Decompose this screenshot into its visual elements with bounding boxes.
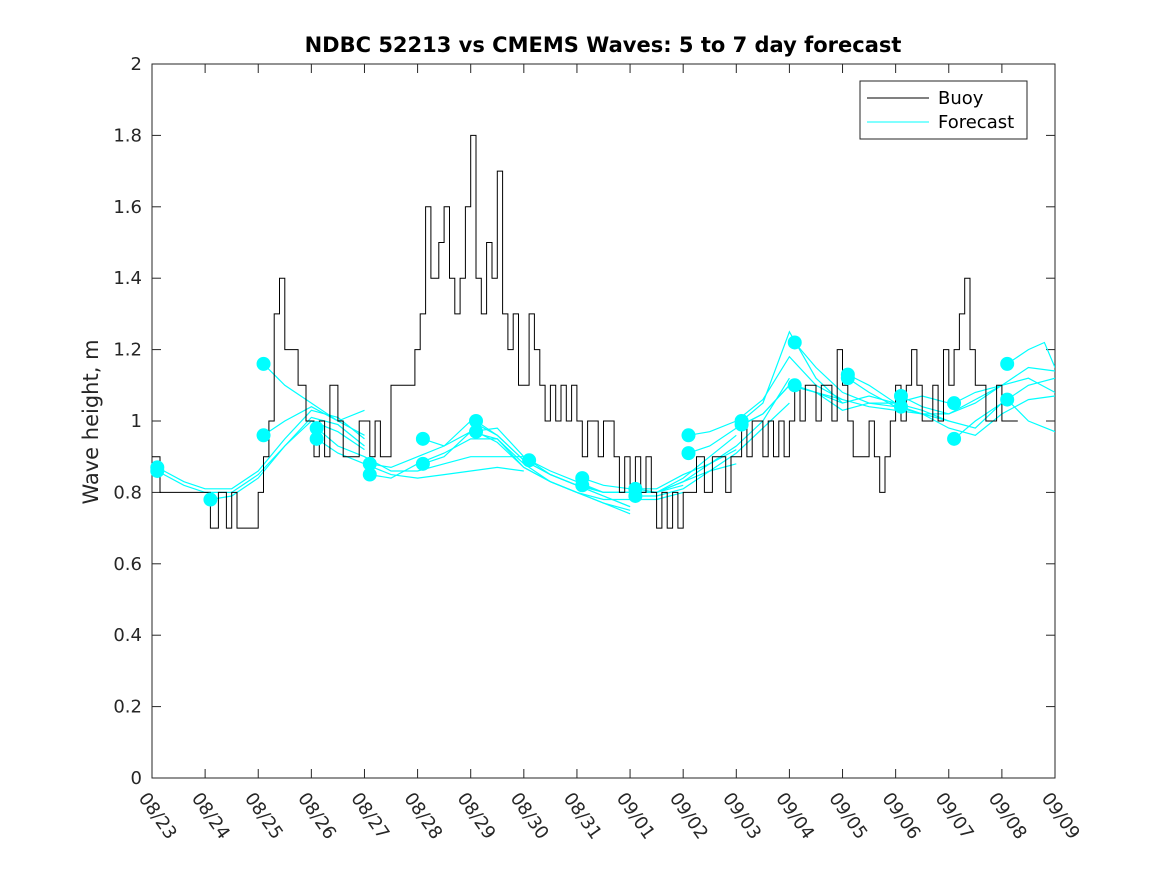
legend-forecast-label: Forecast	[938, 112, 1014, 133]
forecast-start-marker	[415, 456, 430, 471]
forecast-start-marker	[469, 414, 484, 428]
y-tick-label: 1.8	[113, 125, 142, 146]
forecast-start-marker	[309, 421, 324, 436]
series-layer	[152, 134, 1055, 529]
forecast-start-marker	[522, 453, 537, 468]
forecast-line	[1006, 399, 1055, 433]
y-tick-label: 0.6	[113, 554, 142, 575]
forecast-start-marker	[947, 431, 962, 446]
y-tick-label: 1.2	[113, 340, 142, 361]
forecast-line	[741, 330, 896, 422]
y-tick-label: 1	[131, 411, 142, 432]
forecast-start-marker	[309, 431, 324, 446]
legend-box	[859, 80, 1028, 140]
forecast-start-marker	[256, 428, 271, 443]
x-tick-label: 08/24	[187, 789, 234, 844]
forecast-start-marker	[150, 463, 165, 478]
buoy-line	[152, 134, 1018, 529]
legend-buoy-label: Buoy	[938, 88, 984, 109]
y-tick-label: 0	[131, 768, 142, 789]
y-axis-label: Wave height, m	[79, 339, 103, 504]
x-tick-label: 08/25	[240, 789, 287, 844]
forecast-start-marker	[469, 424, 484, 439]
x-tick-label: 08/30	[506, 789, 553, 844]
x-tick-label: 08/27	[346, 789, 393, 844]
x-tick-label: 09/06	[878, 789, 925, 844]
x-tick-label: 09/03	[718, 789, 765, 844]
forecast-start-marker	[734, 417, 749, 432]
forecast-line	[157, 416, 365, 493]
forecast-start-marker	[893, 389, 908, 404]
forecast-line	[263, 363, 365, 422]
forecast-line	[475, 431, 684, 501]
x-tick-labels: 08/23 08/24 08/25 08/26 08/27 08/28 08/29 08/30…	[134, 789, 1084, 844]
forecast-line	[369, 438, 631, 511]
forecast-start-marker	[628, 488, 643, 503]
x-tick-label: 08/23	[134, 789, 181, 844]
legend: Buoy Forecast	[859, 80, 1028, 140]
x-tick-label: 09/05	[824, 789, 871, 844]
forecast-start-marker	[256, 356, 271, 371]
y-tick-label: 0.2	[113, 697, 142, 718]
forecast-line	[263, 406, 365, 436]
forecast-start-marker	[1000, 356, 1015, 371]
forecast-start-marker	[840, 371, 855, 386]
y-tick-label: 0.4	[113, 625, 142, 646]
x-tick-label: 08/26	[293, 789, 340, 844]
forecast-start-marker	[362, 456, 377, 471]
x-tick-label: 09/07	[931, 789, 978, 844]
forecast-line	[953, 377, 1055, 440]
x-tick-label: 09/09	[1037, 789, 1084, 844]
forecast-line	[1006, 341, 1055, 368]
x-tick-label: 08/29	[453, 789, 500, 844]
forecast-line	[316, 427, 524, 472]
x-tick-label: 09/01	[612, 789, 659, 844]
y-tick-label: 0.8	[113, 482, 142, 503]
forecast-start-marker	[575, 478, 590, 493]
forecast-start-marker	[787, 335, 802, 350]
x-tick-label: 08/28	[399, 789, 446, 844]
y-tick-label: 2	[131, 54, 142, 75]
forecast-start-marker	[947, 396, 962, 411]
x-tick-label: 09/04	[771, 789, 818, 844]
forecast-start-marker	[1000, 392, 1015, 407]
forecast-start-marker	[681, 446, 696, 461]
y-tick-label: 1.4	[113, 268, 142, 289]
forecast-start-marker	[203, 492, 218, 507]
forecast-start-marker	[893, 399, 908, 414]
x-tick-label: 09/02	[665, 789, 712, 844]
y-tick-labels: 0 0.2 0.4 0.6 0.8 1 1.2 1.4 1.6 1.8 2	[113, 54, 142, 789]
x-tick-label: 08/31	[559, 789, 606, 844]
forecast-start-marker	[787, 378, 802, 393]
forecast-start-marker	[681, 428, 696, 443]
forecast-start-marker	[362, 467, 377, 482]
forecast-start-marker	[415, 431, 430, 446]
marker-layer	[150, 335, 1015, 507]
chart-title: NDBC 52213 vs CMEMS Waves: 5 to 7 day fo…	[305, 33, 902, 57]
axis-ticks	[151, 63, 1056, 779]
x-tick-label: 09/08	[984, 789, 1031, 844]
y-tick-label: 1.6	[113, 197, 142, 218]
